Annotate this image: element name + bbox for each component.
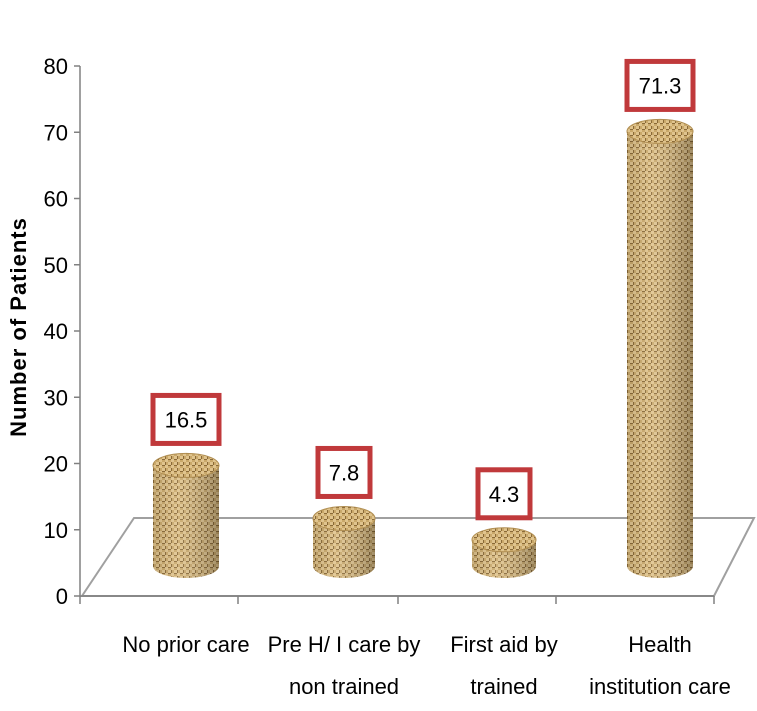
y-tick-label: 50	[44, 253, 68, 278]
y-tick-label: 30	[44, 385, 68, 410]
data-label: 16.5	[165, 407, 208, 432]
data-label-box	[475, 467, 533, 521]
x-category-label: Health institution care	[589, 632, 731, 699]
y-axis-title: Number of Patients	[6, 217, 31, 437]
bar-shading	[627, 131, 693, 578]
y-tick-label: 40	[44, 319, 68, 344]
x-category-label: Pre H/ I care by non trained	[268, 632, 421, 699]
y-tick-label: 10	[44, 518, 68, 543]
bar	[626, 118, 694, 578]
data-label-box	[624, 58, 696, 112]
bar-top	[312, 505, 376, 531]
x-category-label: First aid by trained	[450, 632, 558, 699]
bar-shading	[313, 518, 375, 578]
data-label-box	[150, 392, 222, 446]
bar-top	[152, 452, 220, 478]
data-label: 4.3	[489, 482, 520, 507]
bar-shading	[153, 465, 219, 578]
y-tick-label: 0	[56, 584, 68, 609]
bar-top	[471, 527, 537, 553]
bar-top	[626, 118, 694, 144]
y-tick-label: 20	[44, 452, 68, 477]
x-category-label: No prior care	[122, 632, 249, 657]
y-tick-label: 70	[44, 120, 68, 145]
data-label: 71.3	[639, 73, 682, 98]
data-label: 7.8	[329, 460, 360, 485]
bar	[152, 452, 220, 578]
y-tick-label: 80	[44, 54, 68, 79]
data-label-box	[315, 445, 373, 499]
bar	[312, 505, 376, 578]
y-tick-label: 60	[44, 187, 68, 212]
bar	[471, 527, 537, 578]
